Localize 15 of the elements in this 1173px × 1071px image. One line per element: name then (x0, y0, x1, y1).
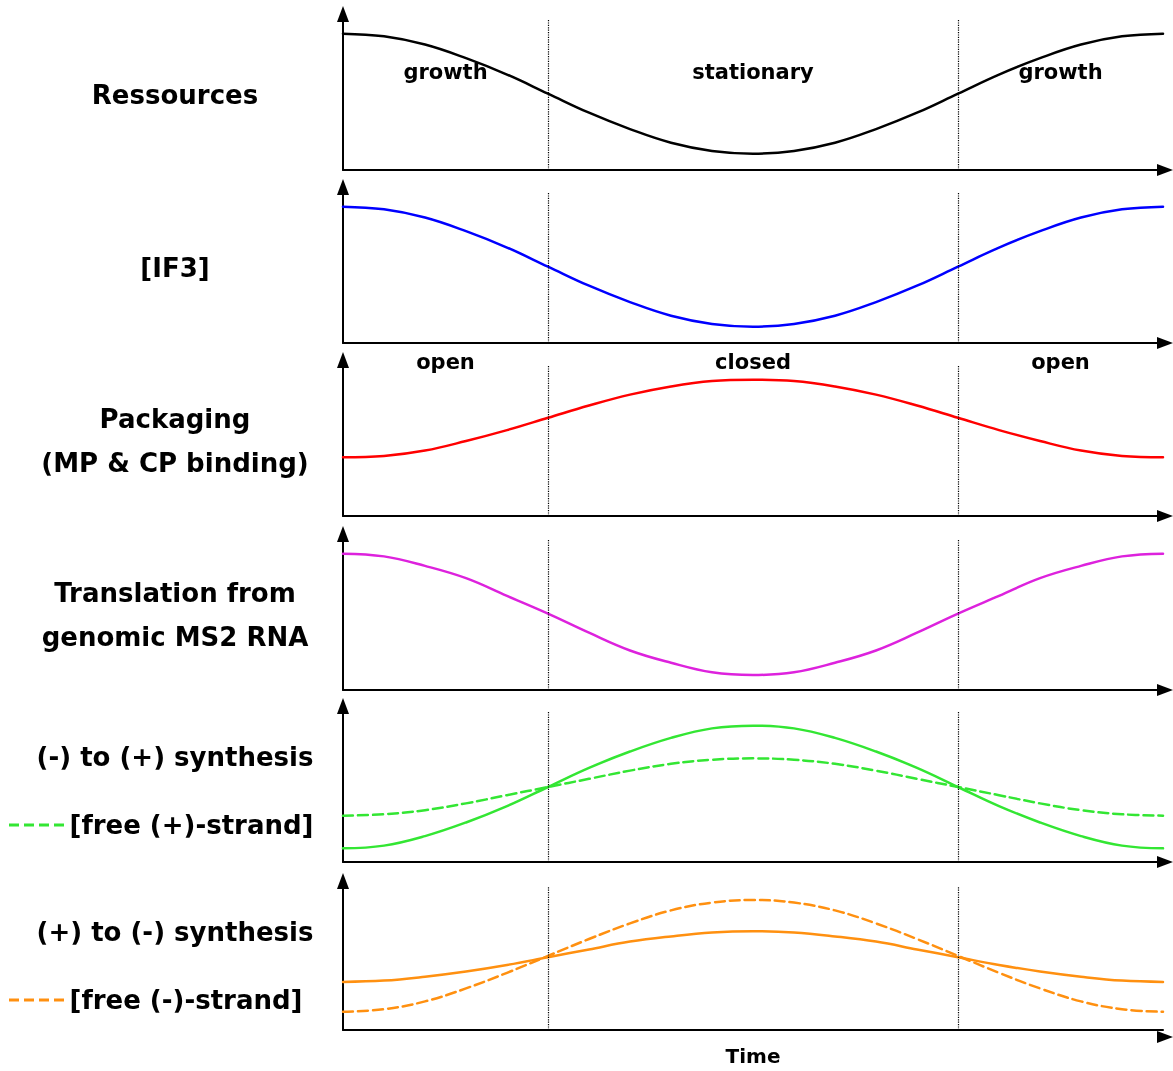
annotation: growth (403, 60, 488, 84)
text: open (1031, 350, 1090, 374)
legend-label: [free (-)-strand] (69, 985, 303, 1015)
y-axis-title: Translation from genomic MS2 RNA (41, 578, 309, 652)
y-axis-title: (-) to (+) synthesis (36, 742, 314, 772)
y-axis-title: [IF3] (140, 253, 210, 283)
text: open (416, 350, 475, 374)
y-axis-title: Packaging (MP & CP binding) (41, 404, 309, 478)
annotation: stationary (692, 60, 815, 84)
x-axis-title: Time (725, 1044, 781, 1068)
y-axis-title: (+) to (-) synthesis (36, 917, 314, 947)
annotation: growth (1018, 60, 1103, 84)
legend-label: [free (+)-strand] (69, 810, 314, 840)
text: closed (715, 350, 791, 374)
y-axis-title: Ressources (91, 80, 259, 110)
